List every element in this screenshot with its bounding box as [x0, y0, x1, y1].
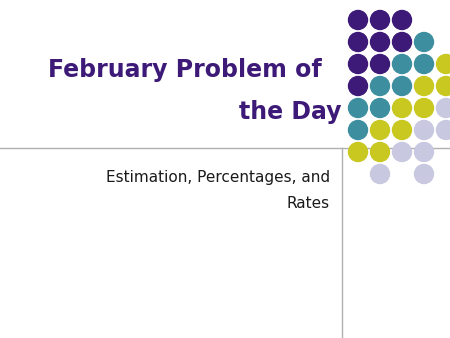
- Text: Estimation, Percentages, and: Estimation, Percentages, and: [106, 170, 330, 185]
- Circle shape: [370, 76, 390, 96]
- Circle shape: [436, 76, 450, 96]
- Circle shape: [414, 165, 433, 184]
- Circle shape: [348, 98, 368, 118]
- Circle shape: [370, 165, 390, 184]
- Text: the Day: the Day: [239, 100, 341, 124]
- Circle shape: [392, 143, 411, 162]
- Circle shape: [370, 98, 390, 118]
- Circle shape: [392, 98, 411, 118]
- Text: February Problem of: February Problem of: [48, 58, 322, 82]
- Circle shape: [370, 121, 390, 140]
- Circle shape: [392, 76, 411, 96]
- Circle shape: [414, 143, 433, 162]
- Circle shape: [414, 32, 433, 51]
- Circle shape: [436, 121, 450, 140]
- Circle shape: [414, 121, 433, 140]
- Circle shape: [348, 10, 368, 29]
- Circle shape: [348, 143, 368, 162]
- Text: Rates: Rates: [287, 196, 330, 211]
- Circle shape: [414, 98, 433, 118]
- Circle shape: [436, 54, 450, 73]
- Circle shape: [348, 121, 368, 140]
- Circle shape: [348, 54, 368, 73]
- Circle shape: [370, 32, 390, 51]
- Circle shape: [392, 54, 411, 73]
- Circle shape: [392, 32, 411, 51]
- Circle shape: [370, 10, 390, 29]
- Circle shape: [436, 98, 450, 118]
- Circle shape: [392, 10, 411, 29]
- Circle shape: [370, 54, 390, 73]
- Circle shape: [370, 143, 390, 162]
- Circle shape: [348, 32, 368, 51]
- Circle shape: [392, 121, 411, 140]
- Circle shape: [414, 54, 433, 73]
- Circle shape: [414, 76, 433, 96]
- Circle shape: [348, 76, 368, 96]
